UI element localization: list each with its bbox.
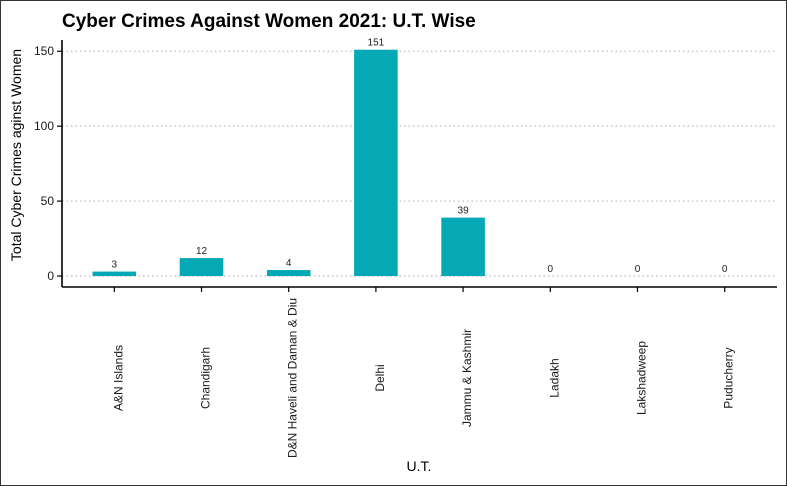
x-tick-label-chandigarh: Chandigarh [199,347,213,409]
chart-title: Cyber Crimes Against Women 2021: U.T. Wi… [62,11,476,32]
bars [92,49,485,277]
bar-delhi [354,49,398,277]
x-tick-label-lakshadweep: Lakshadweep [634,341,648,415]
labels: 3 12 4 151 39 0 0 0 0 50 100 150 A&N Islands Chandiga… [34,38,736,458]
value-label-lakshadweep: 0 [635,264,641,275]
x-tick-label-aandn-islands: A&N Islands [111,345,125,411]
bar-chandigarh [179,258,224,277]
x-tick-label-jammu-and-kashmir: Jammu & Kashmir [460,329,474,427]
x-tick-label-puducherry: Puducherry [722,347,736,408]
value-label-chandigarh: 12 [196,246,208,257]
value-label-ladakh: 0 [548,264,554,275]
y-axis-title: Total Cyber Crimes aginst Women [8,49,24,261]
y-tick-label-50: 50 [41,194,55,208]
x-tick-label-delhi: Delhi [373,364,387,391]
x-axis-title: U.T. [407,458,432,474]
bar-aandn-islands [92,271,137,277]
value-label-puducherry: 0 [722,264,728,275]
bar-dandn-haveli-and-daman-and-diu [266,270,311,277]
x-tick-label-dandn-haveli-and-daman-and-diu: D&N Haveli and Daman & Diu [286,298,300,458]
value-label-dandn-haveli-and-daman-and-diu: 4 [286,258,292,269]
bar-jammu-and-kashmir [441,217,485,277]
axes [57,40,777,292]
y-tick-label-150: 150 [34,44,54,58]
value-label-delhi: 151 [368,38,385,49]
y-tick-label-100: 100 [34,119,54,133]
value-label-aandn-islands: 3 [112,260,118,271]
y-tick-label-0: 0 [47,269,54,283]
value-label-jammu-and-kashmir: 39 [458,206,470,217]
x-tick-label-ladakh: Ladakh [547,358,561,397]
